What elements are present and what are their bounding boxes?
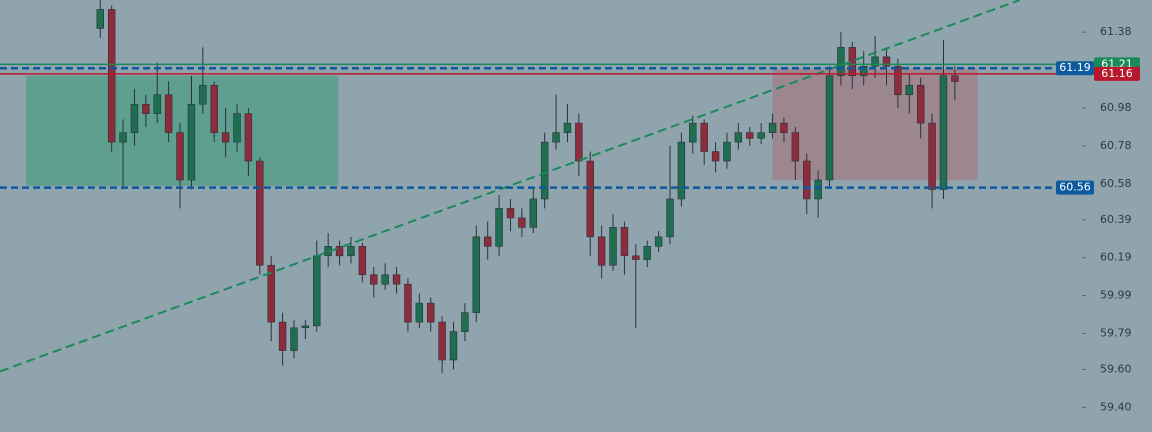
candle-body bbox=[632, 255, 640, 260]
price-label-box bbox=[1056, 180, 1094, 195]
candle-body bbox=[529, 198, 537, 228]
candle-body bbox=[882, 56, 891, 67]
candle-body bbox=[278, 321, 287, 351]
candle-body bbox=[130, 103, 139, 133]
candle-body bbox=[347, 246, 355, 257]
candle-body bbox=[506, 208, 515, 219]
candle-body bbox=[643, 246, 651, 260]
candle-body bbox=[233, 113, 241, 143]
price-label-box bbox=[1056, 61, 1094, 76]
price-label: 61.19 bbox=[1059, 61, 1091, 74]
candle-body bbox=[461, 312, 469, 332]
candle-body bbox=[746, 132, 754, 139]
candle-body bbox=[700, 122, 708, 152]
candle-body bbox=[620, 227, 629, 257]
price-label-box bbox=[1094, 66, 1140, 81]
trend-line bbox=[0, 0, 1021, 373]
y-tick-label: 60.78 bbox=[1100, 139, 1132, 152]
candle-body bbox=[107, 9, 116, 143]
candle-body bbox=[814, 179, 822, 200]
candle-body bbox=[483, 236, 492, 247]
candle-body bbox=[438, 321, 446, 361]
candle-body bbox=[939, 75, 948, 190]
price-label: 61.16 bbox=[1101, 67, 1133, 80]
candle-body bbox=[164, 94, 173, 133]
candle-body bbox=[313, 255, 321, 327]
candle-body bbox=[187, 103, 196, 181]
candle-body bbox=[609, 227, 617, 266]
candle-body bbox=[780, 122, 788, 133]
candle-body bbox=[256, 160, 264, 266]
candle-body bbox=[392, 274, 401, 285]
candle-body bbox=[153, 94, 161, 114]
candle-body bbox=[859, 66, 868, 77]
y-tick-label: 59.79 bbox=[1100, 326, 1132, 339]
candle-body bbox=[335, 246, 344, 257]
candle-body bbox=[757, 132, 765, 139]
candle-body bbox=[176, 132, 184, 181]
candle-body bbox=[426, 302, 435, 323]
y-tick-label: 59.60 bbox=[1100, 362, 1132, 375]
candle-body bbox=[119, 132, 127, 143]
candle-body bbox=[803, 160, 811, 200]
candle-body bbox=[916, 84, 925, 124]
candle-body bbox=[495, 208, 503, 247]
candle-body bbox=[540, 141, 549, 200]
candle-body bbox=[301, 325, 310, 329]
candle-body bbox=[825, 75, 834, 181]
candle-body bbox=[586, 160, 594, 238]
candle-body bbox=[666, 198, 674, 238]
candle-body bbox=[928, 122, 936, 190]
candle-body bbox=[734, 132, 743, 143]
y-tick-label: 60.58 bbox=[1100, 177, 1132, 190]
candle-body bbox=[552, 132, 560, 143]
y-tick-label: 59.40 bbox=[1100, 400, 1132, 413]
candle-body bbox=[677, 141, 686, 200]
candle-body bbox=[711, 151, 720, 162]
candle-body bbox=[381, 274, 389, 285]
candle-body bbox=[290, 327, 298, 351]
price-label: 60.56 bbox=[1059, 181, 1091, 194]
candle-body bbox=[837, 47, 845, 77]
y-tick-label: 60.19 bbox=[1100, 251, 1132, 264]
candle-body bbox=[518, 217, 526, 228]
candle-body bbox=[210, 84, 218, 133]
candle-body bbox=[404, 283, 412, 323]
candle-body bbox=[142, 103, 150, 114]
candle-body bbox=[575, 122, 583, 162]
y-tick-label: 59.99 bbox=[1100, 289, 1132, 302]
candle-body bbox=[96, 9, 104, 29]
candle-body bbox=[689, 122, 697, 143]
candle-body bbox=[871, 56, 879, 67]
y-tick-label: 60.98 bbox=[1100, 101, 1132, 114]
candle-body bbox=[768, 122, 777, 133]
candle-body bbox=[894, 66, 902, 96]
candle-body bbox=[654, 236, 663, 247]
candle-body bbox=[199, 84, 207, 105]
candle-body bbox=[449, 331, 458, 361]
candle-body bbox=[267, 264, 275, 323]
candle-body bbox=[221, 132, 230, 143]
candle-body bbox=[597, 236, 606, 266]
candle-body bbox=[563, 122, 572, 133]
candle-body bbox=[791, 132, 800, 162]
candle-body bbox=[370, 274, 378, 285]
candle-body bbox=[358, 246, 367, 276]
candle-body bbox=[905, 84, 914, 96]
candle-body bbox=[951, 75, 959, 82]
candle-body bbox=[244, 113, 253, 162]
candle-body bbox=[723, 141, 731, 162]
candle-body bbox=[472, 236, 481, 313]
y-tick-label: 60.39 bbox=[1100, 213, 1132, 226]
candle-body bbox=[415, 302, 424, 323]
y-tick-label: 61.38 bbox=[1100, 25, 1132, 38]
